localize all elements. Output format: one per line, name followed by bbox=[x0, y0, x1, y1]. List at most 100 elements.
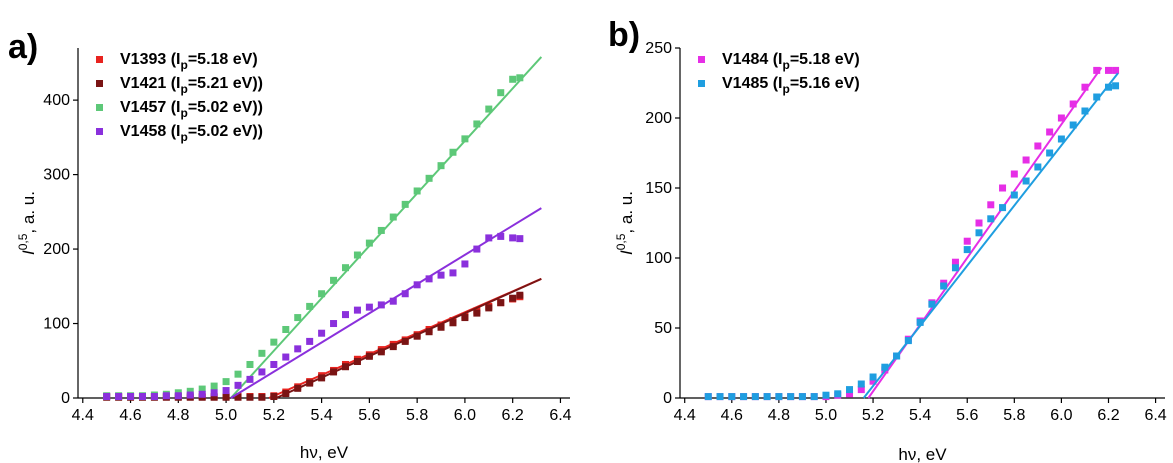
data-point bbox=[222, 393, 230, 401]
data-point bbox=[1057, 135, 1065, 143]
data-point bbox=[401, 290, 409, 298]
data-point bbox=[869, 377, 877, 385]
data-point bbox=[1069, 100, 1077, 108]
data-point bbox=[294, 314, 302, 322]
data-point bbox=[270, 360, 278, 368]
x-tick-label: 6.2 bbox=[1097, 407, 1119, 424]
data-point bbox=[437, 323, 445, 331]
y-tick-label: 150 bbox=[645, 180, 672, 197]
legend-marker bbox=[96, 128, 103, 135]
data-point bbox=[365, 303, 373, 311]
legend-marker bbox=[698, 56, 705, 63]
legend-label: V1393 (Ip=5.18 eV) bbox=[120, 51, 258, 72]
x-tick-label: 5.0 bbox=[815, 407, 837, 424]
y-tick-label: 50 bbox=[654, 320, 672, 337]
data-point bbox=[353, 251, 361, 259]
data-point bbox=[282, 325, 290, 333]
x-tick-label: 5.2 bbox=[263, 407, 285, 424]
y-tick-label: 200 bbox=[43, 241, 70, 258]
data-point bbox=[497, 232, 505, 240]
data-point bbox=[999, 184, 1007, 192]
data-point bbox=[1022, 156, 1030, 164]
data-point bbox=[449, 319, 457, 327]
data-point bbox=[246, 375, 254, 383]
data-point bbox=[246, 360, 254, 368]
data-point bbox=[1010, 170, 1018, 178]
data-point bbox=[963, 237, 971, 245]
data-point bbox=[798, 393, 806, 401]
data-point bbox=[341, 264, 349, 272]
data-point bbox=[928, 300, 936, 308]
y-tick-label: 400 bbox=[43, 92, 70, 109]
data-point bbox=[425, 328, 433, 336]
data-point bbox=[377, 226, 385, 234]
data-point bbox=[222, 387, 230, 395]
legend-label: V1485 (Ip=5.16 eV) bbox=[722, 75, 860, 96]
data-point bbox=[509, 234, 517, 242]
data-point bbox=[834, 390, 842, 398]
data-point bbox=[822, 391, 830, 399]
data-point bbox=[1093, 93, 1101, 101]
data-point bbox=[485, 105, 493, 113]
data-point bbox=[975, 219, 983, 227]
data-point bbox=[389, 297, 397, 305]
y-tick-label: 100 bbox=[43, 316, 70, 333]
x-tick-label: 4.8 bbox=[167, 407, 189, 424]
data-point bbox=[198, 390, 206, 398]
data-point bbox=[1057, 114, 1065, 122]
series-3 bbox=[103, 207, 542, 401]
data-point bbox=[222, 378, 230, 386]
data-point bbox=[881, 363, 889, 371]
data-point bbox=[318, 290, 326, 298]
legend-label: V1484 (Ip=5.18 eV) bbox=[722, 51, 860, 72]
data-point bbox=[473, 245, 481, 253]
legend-marker bbox=[96, 56, 103, 63]
data-point bbox=[775, 393, 783, 401]
data-point bbox=[258, 393, 266, 401]
data-point bbox=[1034, 163, 1042, 171]
data-point bbox=[234, 370, 242, 378]
data-point bbox=[210, 382, 218, 390]
data-point bbox=[1069, 121, 1077, 129]
series-0 bbox=[704, 66, 1120, 401]
legend-marker bbox=[698, 80, 705, 87]
data-point bbox=[127, 393, 135, 401]
y-tick-label: 100 bbox=[645, 250, 672, 267]
y-tick-label: 0 bbox=[61, 390, 70, 407]
y-tick-label: 300 bbox=[43, 167, 70, 184]
data-point bbox=[1010, 191, 1018, 199]
data-point bbox=[497, 89, 505, 97]
data-point bbox=[1034, 142, 1042, 150]
data-point bbox=[365, 239, 373, 247]
data-point bbox=[162, 392, 170, 400]
data-point bbox=[437, 271, 445, 279]
data-point bbox=[740, 393, 748, 401]
x-tick-label: 4.6 bbox=[721, 407, 743, 424]
data-point bbox=[115, 393, 123, 401]
data-point bbox=[234, 381, 242, 389]
legend-label: V1458 (Ip=5.02 eV)) bbox=[120, 123, 263, 144]
data-point bbox=[186, 387, 194, 395]
data-point bbox=[704, 393, 712, 401]
x-tick-label: 4.8 bbox=[768, 407, 790, 424]
data-point bbox=[401, 337, 409, 345]
data-point bbox=[413, 187, 421, 195]
data-point bbox=[246, 393, 254, 401]
data-point bbox=[751, 393, 759, 401]
data-point bbox=[198, 385, 206, 393]
data-point bbox=[1081, 107, 1089, 115]
data-point bbox=[210, 389, 218, 397]
data-point bbox=[306, 302, 314, 310]
data-point bbox=[234, 393, 242, 401]
data-point bbox=[138, 393, 146, 401]
data-point bbox=[975, 229, 983, 237]
data-point bbox=[485, 234, 493, 242]
x-tick-label: 5.4 bbox=[909, 407, 931, 424]
data-point bbox=[103, 393, 111, 401]
data-point bbox=[716, 393, 724, 401]
data-point bbox=[509, 75, 517, 83]
data-point bbox=[1046, 128, 1054, 136]
x-axis-title: hν, eV bbox=[898, 445, 947, 463]
data-point bbox=[282, 353, 290, 361]
data-point bbox=[174, 392, 182, 400]
